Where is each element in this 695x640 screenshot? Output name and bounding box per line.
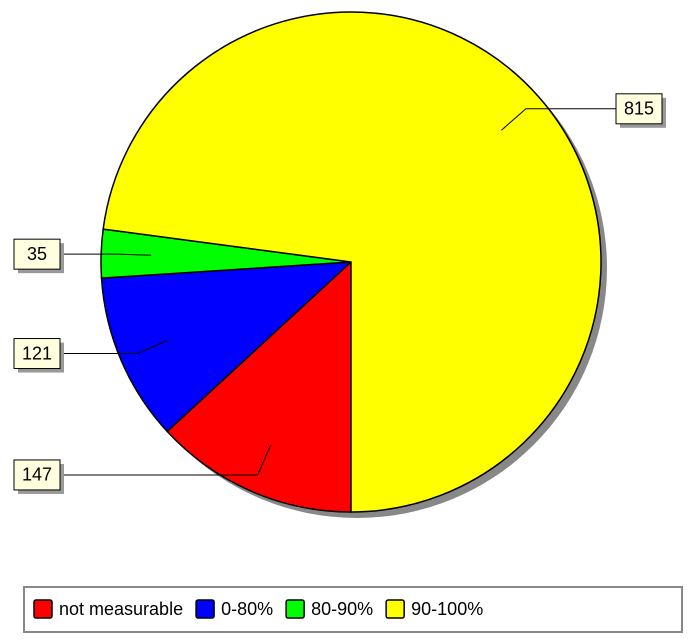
- legend-box: [23, 586, 683, 633]
- legend-swatch: [195, 599, 215, 619]
- data-label: 121: [22, 343, 52, 363]
- label-box: [615, 93, 663, 125]
- pie-slice: [102, 11, 602, 513]
- legend-label: 0-80%: [221, 599, 273, 619]
- legend-label: not measurable: [59, 599, 183, 619]
- leader-line: [60, 253, 152, 256]
- data-label: 815: [624, 99, 654, 119]
- legend-swatch: [33, 599, 53, 619]
- label-box: [13, 459, 61, 491]
- data-label: 35: [27, 244, 47, 264]
- legend-label: 80-90%: [311, 599, 373, 619]
- label-box: [13, 238, 61, 270]
- legend-swatch: [385, 599, 405, 619]
- leader-line: [60, 340, 168, 355]
- label-box: [13, 338, 61, 370]
- data-label: 147: [22, 465, 52, 485]
- leader-line: [501, 108, 616, 131]
- pie-slice: [100, 261, 354, 433]
- legend-swatch: [285, 599, 305, 619]
- pie-slice: [166, 260, 352, 513]
- leader-line: [60, 444, 272, 476]
- legend-label: 90-100%: [411, 599, 483, 619]
